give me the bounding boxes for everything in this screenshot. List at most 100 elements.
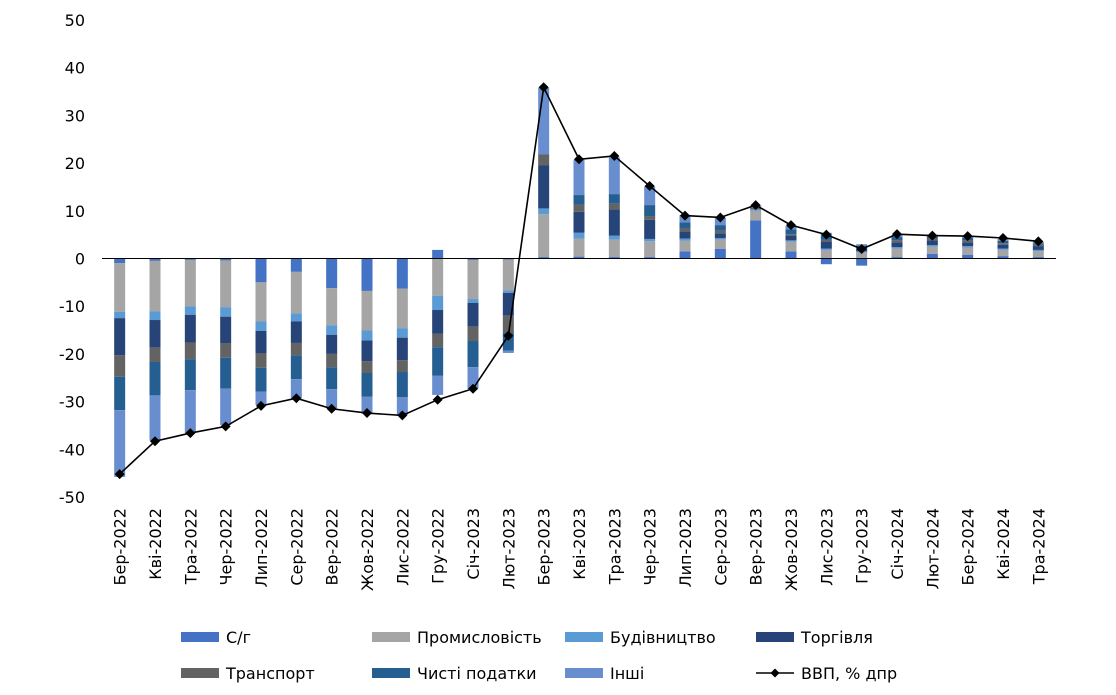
bar-segment: [820, 258, 832, 265]
bar-segment: [502, 292, 514, 316]
bar-segment: [785, 241, 797, 252]
bar-segment: [502, 350, 514, 353]
x-tick-label: Сер-2022: [287, 508, 306, 586]
x-tick-label: Тра-2023: [605, 508, 624, 585]
bar-segment: [820, 239, 832, 242]
y-tick-label: 40: [65, 59, 85, 78]
bar-segment: [326, 334, 338, 354]
bar-segment: [149, 258, 161, 261]
bar-segment: [644, 257, 656, 259]
bar-segment: [750, 220, 762, 259]
gdp-point: [786, 220, 796, 231]
x-tick-label: Тра-2022: [181, 508, 200, 585]
x-tick-label: Лют-2024: [923, 508, 942, 589]
bar-segment: [608, 235, 620, 240]
bar-segment: [184, 314, 196, 343]
bar-segment: [326, 258, 338, 289]
bar-segment: [255, 353, 267, 368]
bar-segment: [785, 234, 797, 236]
bar-segment: [962, 240, 974, 243]
bar-segment: [1032, 249, 1044, 252]
bar-segment: [467, 302, 479, 327]
bar-segment: [114, 263, 126, 312]
bar-segment: [184, 359, 196, 391]
x-tick-label: Жов-2022: [358, 508, 377, 591]
x-tick-label: Лис-2022: [393, 508, 412, 586]
gdp-point: [574, 154, 584, 165]
bar-segment: [184, 258, 196, 260]
gdp-point: [432, 394, 443, 405]
bar-segment: [608, 203, 620, 210]
bar-segment: [361, 330, 373, 341]
bar-segment: [573, 232, 585, 239]
bar-segment: [644, 238, 656, 242]
x-tick-label: Бер-2023: [535, 508, 554, 585]
legend-swatch: [565, 632, 603, 642]
bar-segment: [997, 244, 1009, 249]
bar-segment: [326, 288, 338, 326]
bar-segment: [467, 299, 479, 303]
bar-segment: [608, 239, 620, 258]
bar-segment: [114, 410, 126, 477]
bar-segment: [926, 240, 938, 246]
bar-segment: [538, 87, 550, 155]
x-tick-label: Бер-2022: [111, 508, 130, 585]
bar-segment: [538, 257, 550, 259]
bar-segment: [962, 242, 974, 247]
legend-label: Торгівля: [800, 628, 873, 647]
legend-swatch: [565, 668, 603, 678]
gdp-point: [750, 200, 761, 211]
bar-segment: [361, 290, 373, 331]
bar-segment: [432, 310, 444, 334]
gdp-point: [397, 410, 408, 421]
legend-swatch-marker: [770, 668, 780, 678]
bar-segment: [432, 258, 444, 296]
bar-segment: [679, 251, 691, 259]
bar-segment: [538, 208, 550, 215]
x-tick-label: Лип-2023: [676, 508, 695, 587]
bar-segment: [326, 353, 338, 368]
bar-segment: [926, 253, 938, 259]
legend: С/г Промисловість Будівництво Торгівля Транс…: [181, 628, 897, 683]
bar-segment: [644, 186, 656, 206]
bar-segment: [714, 239, 726, 249]
y-axis-ticks: -50 -40 -30 -20 -10 0 10 20 30 40 50: [59, 11, 85, 507]
x-tick-label: Вер-2022: [323, 508, 342, 585]
gdp-point: [362, 408, 372, 419]
bar-segment: [785, 251, 797, 259]
bar-segment: [220, 307, 232, 317]
x-tick-label: Вер-2023: [747, 508, 766, 585]
bar-segment: [573, 159, 585, 196]
gdp-point: [291, 393, 302, 404]
bar-segment: [997, 256, 1009, 259]
bar-segment: [891, 242, 903, 248]
bar-segment: [255, 282, 267, 322]
bar-segment: [962, 246, 974, 248]
bar-segment: [290, 379, 302, 399]
bar-segment: [538, 165, 550, 209]
x-tick-label: Чер-2022: [217, 508, 236, 585]
bar-segment: [149, 320, 161, 348]
bar-segment: [396, 328, 408, 338]
y-tick-label: -30: [59, 393, 85, 412]
gdp-point: [927, 230, 938, 241]
bar-segment: [432, 295, 444, 311]
bar-segment: [114, 376, 126, 411]
bar-segment: [220, 388, 232, 425]
gdp-point: [326, 403, 337, 414]
bar-segment: [255, 367, 267, 392]
bar-segment: [432, 375, 444, 395]
x-tick-label: Сер-2023: [711, 508, 730, 586]
gdp-point: [821, 229, 832, 240]
bar-segment: [467, 367, 479, 389]
x-tick-label: Кві-2024: [994, 508, 1013, 580]
bar-segment: [679, 240, 691, 252]
legend-label: С/г: [226, 628, 251, 647]
gdp-point: [1033, 236, 1044, 247]
gdp-line: [114, 82, 1044, 480]
bar-segment: [538, 214, 550, 258]
bar-segment: [538, 154, 550, 166]
bar-segment: [220, 316, 232, 344]
bar-segment: [644, 216, 656, 220]
